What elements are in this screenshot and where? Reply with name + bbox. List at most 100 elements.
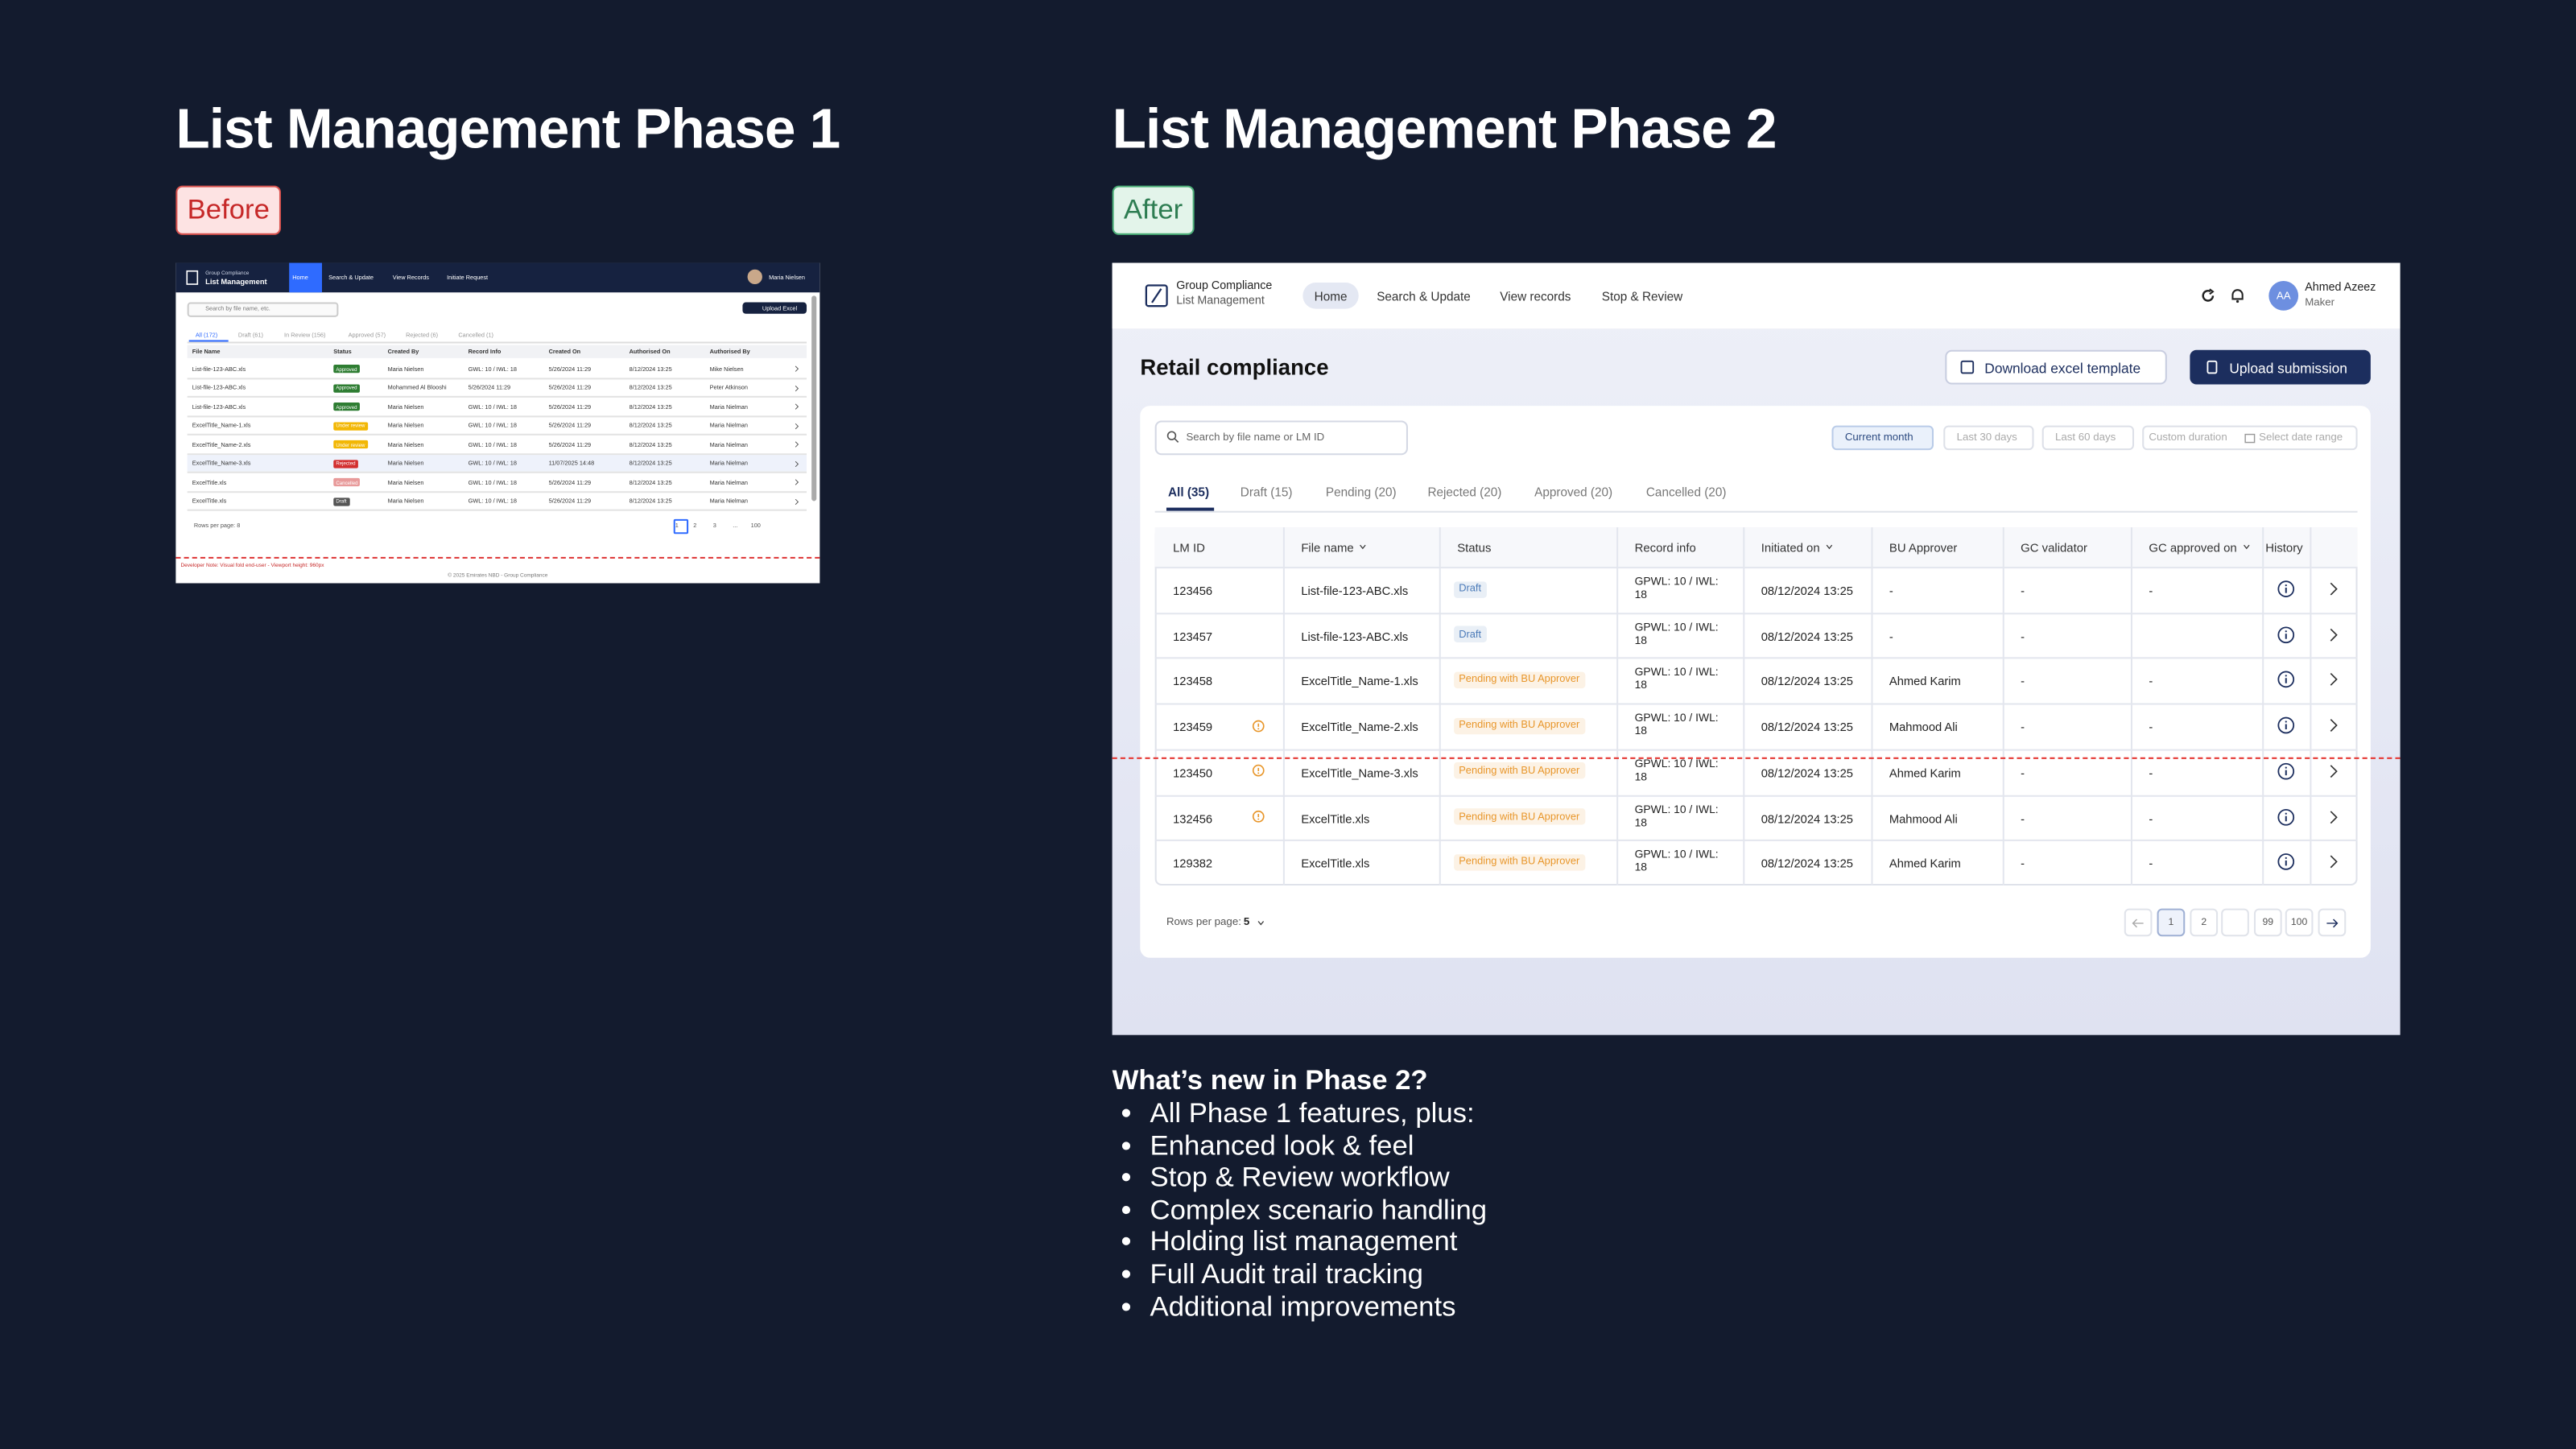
calendar-icon bbox=[2244, 433, 2256, 444]
row-line bbox=[187, 377, 807, 378]
row-arrow bbox=[795, 403, 799, 410]
cell: Maria Nielman bbox=[709, 460, 748, 467]
search-text: Search by file name or LM ID bbox=[1186, 431, 1325, 444]
tab: Pending (20) bbox=[1325, 485, 1397, 500]
cell: List-file-123-ABC.xls bbox=[1301, 628, 1409, 644]
cell: 8/12/2024 13:25 bbox=[629, 365, 672, 373]
history-icon bbox=[2277, 807, 2295, 825]
filter-text: Custom duration bbox=[2149, 431, 2227, 444]
warning-icon bbox=[1252, 719, 1265, 732]
tab: Draft (15) bbox=[1240, 485, 1293, 500]
page-button: 99 bbox=[2253, 908, 2282, 937]
tab: All (172) bbox=[195, 331, 218, 338]
cell: 08/12/2024 13:25 bbox=[1761, 628, 1853, 644]
row-arrow bbox=[795, 460, 799, 467]
cell: GPWL: 10 / IWL: 18 bbox=[1634, 803, 1719, 829]
cell: ExcelTitle_Name-2.xls bbox=[1301, 720, 1418, 735]
status-pill: Draft bbox=[1454, 625, 1487, 643]
nav-item: Search & Update bbox=[328, 274, 374, 281]
header-row bbox=[1154, 527, 2358, 568]
cell: Maria Nielsen bbox=[387, 479, 424, 486]
tab-line bbox=[1154, 510, 2358, 511]
cell: ExcelTitle.xls bbox=[1301, 856, 1370, 872]
col-line bbox=[2130, 527, 2132, 886]
row-highlight bbox=[187, 455, 807, 472]
col-header: File Name bbox=[192, 348, 221, 355]
history-icon bbox=[2277, 762, 2295, 780]
page: 1 bbox=[675, 521, 679, 529]
cell: GPWL: 10 / IWL: 18 bbox=[1634, 621, 1719, 647]
search bbox=[187, 302, 339, 317]
cell: - bbox=[2149, 720, 2153, 735]
table bbox=[1154, 527, 2358, 886]
cell: 123458 bbox=[1173, 674, 1213, 689]
cell: 08/12/2024 13:25 bbox=[1761, 720, 1853, 735]
filter-chip bbox=[1943, 425, 2034, 451]
row-arrow bbox=[795, 441, 799, 448]
col-header: Initiated on bbox=[1761, 540, 1820, 555]
row-arrow bbox=[2330, 810, 2338, 824]
status-pill: Pending with BU Approver bbox=[1454, 717, 1585, 734]
cell: - bbox=[2021, 765, 2025, 780]
cell: GWL: 10 / IWL: 18 bbox=[468, 422, 517, 430]
brand: List Management bbox=[205, 276, 267, 286]
page: 2 bbox=[693, 521, 697, 529]
tab-underline bbox=[1166, 507, 1215, 510]
col-line bbox=[1282, 527, 1285, 886]
upload-icon bbox=[2207, 360, 2218, 374]
tab: Approved (20) bbox=[1534, 485, 1613, 500]
download-icon bbox=[1960, 360, 1975, 374]
col-header: LM ID bbox=[1173, 540, 1205, 555]
cell: 123450 bbox=[1173, 765, 1213, 780]
filter-text: Last 60 days bbox=[2055, 431, 2116, 444]
col-header: Status bbox=[1457, 540, 1492, 555]
page-button: 100 bbox=[2285, 908, 2314, 937]
col-line bbox=[2002, 527, 2004, 886]
tab: All (35) bbox=[1168, 485, 1210, 500]
avatar: AA bbox=[2268, 280, 2299, 311]
warning-icon bbox=[1252, 765, 1265, 778]
dev-line bbox=[175, 556, 820, 559]
cell: 123457 bbox=[1173, 628, 1213, 644]
status-badge: Under review bbox=[333, 440, 368, 449]
rows-label: Rows per page: bbox=[1166, 916, 1241, 929]
nav-item: Stop & Review bbox=[1601, 289, 1683, 304]
cell: 11/07/2025 14:48 bbox=[548, 460, 595, 467]
card bbox=[1140, 406, 2371, 958]
cell: - bbox=[2021, 720, 2025, 735]
cell: GWL: 10 / IWL: 18 bbox=[468, 479, 517, 486]
cell: - bbox=[2149, 811, 2153, 826]
fold-line bbox=[1112, 757, 2401, 759]
cell: 123456 bbox=[1173, 583, 1213, 598]
cell: 8/12/2024 13:25 bbox=[629, 384, 672, 392]
upload-button bbox=[2190, 349, 2371, 385]
title-before: List Management Phase 1 bbox=[175, 98, 840, 161]
row-line bbox=[1154, 567, 2358, 568]
row-arrow bbox=[795, 422, 799, 429]
status-pill: Pending with BU Approver bbox=[1454, 853, 1585, 870]
filter-chip bbox=[2142, 425, 2358, 451]
cell: Mohammed Al Blooshi bbox=[387, 384, 447, 392]
cell: 5/26/2024 11:29 bbox=[548, 365, 592, 373]
cell: GWL: 10 / IWL: 18 bbox=[468, 497, 517, 505]
cell: Maria Nielman bbox=[709, 441, 748, 448]
avatar bbox=[747, 269, 762, 285]
home-pill bbox=[1302, 283, 1359, 309]
cell: Ahmed Karim bbox=[1889, 674, 1961, 689]
history-icon bbox=[2277, 671, 2295, 688]
row-arrow bbox=[795, 497, 799, 505]
cell: List-file-123-ABC.xls bbox=[192, 403, 246, 411]
tab: In Review (156) bbox=[284, 331, 326, 338]
badge-after: After bbox=[1112, 185, 1195, 235]
cell: 5/26/2024 11:29 bbox=[548, 479, 592, 486]
cell: Mahmood Ali bbox=[1889, 720, 1958, 735]
cell: ExcelTitle_Name-2.xls bbox=[192, 441, 251, 448]
cell: Ahmed Karim bbox=[1889, 856, 1961, 872]
cell: 08/12/2024 13:25 bbox=[1761, 674, 1853, 689]
badge-before: Before bbox=[175, 185, 282, 235]
dev-note: Developer Note: Visual fold end-user - V… bbox=[180, 561, 324, 569]
row-arrow bbox=[795, 365, 799, 372]
col-header: Authorised By bbox=[709, 348, 750, 355]
